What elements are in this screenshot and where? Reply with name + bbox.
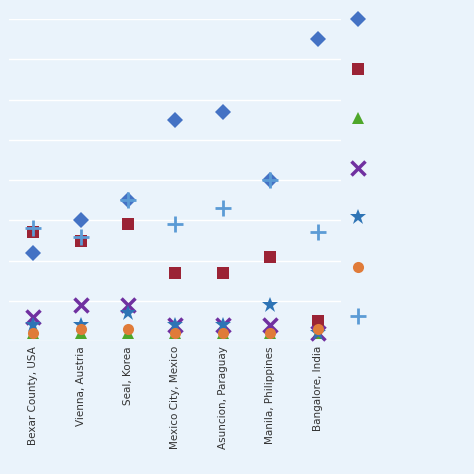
Line: Textile/Rubber: Textile/Rubber [27,324,323,339]
Food/Organic [78,218,83,223]
Yard/Garden [30,330,36,336]
Food/Organic [30,250,36,255]
Other/Inert [220,206,226,211]
Line: Paper: Paper [27,219,323,327]
Line: Other/Inert: Other/Inert [26,173,325,244]
Glass/Metal/Other [220,322,226,328]
Line: Glass/Metal/Other: Glass/Metal/Other [26,298,325,340]
Other/Inert [30,226,36,231]
Plastic [315,330,320,336]
Textile/Rubber [220,330,226,336]
Yard/Garden [173,330,178,336]
Plastic [125,310,131,316]
Line: Yard/Garden: Yard/Garden [27,328,323,339]
Line: Plastic: Plastic [25,297,326,342]
Paper [267,254,273,260]
Yard/Garden [315,330,320,336]
Food/Organic [267,177,273,183]
Paper [125,221,131,227]
Paper [173,270,178,276]
Yard/Garden [267,330,273,336]
Glass/Metal/Other [267,322,273,328]
Paper [78,238,83,244]
Textile/Rubber [173,330,178,336]
Paper [315,319,320,324]
Plastic [78,322,83,328]
Glass/Metal/Other [173,322,178,328]
Glass/Metal/Other [30,314,36,320]
Food/Organic [173,117,178,122]
Textile/Rubber [30,330,36,336]
Plastic [30,322,36,328]
Yard/Garden [78,330,83,336]
Food/Organic [220,109,226,114]
Textile/Rubber [315,326,320,332]
Other/Inert [267,177,273,183]
Plastic [267,302,273,308]
Other/Inert [78,234,83,239]
Glass/Metal/Other [125,302,131,308]
Textile/Rubber [78,326,83,332]
Food/Organic [315,36,320,42]
Glass/Metal/Other [78,302,83,308]
Line: Food/Organic: Food/Organic [27,34,323,258]
Textile/Rubber [125,326,131,332]
Paper [30,230,36,236]
Yard/Garden [125,330,131,336]
Other/Inert [125,197,131,203]
Other/Inert [315,230,320,236]
Plastic [220,322,226,328]
Plastic [173,322,178,328]
Paper [220,270,226,276]
Textile/Rubber [267,330,273,336]
Food/Organic [125,197,131,203]
Other/Inert [173,221,178,227]
Glass/Metal/Other [315,330,320,336]
Yard/Garden [220,330,226,336]
